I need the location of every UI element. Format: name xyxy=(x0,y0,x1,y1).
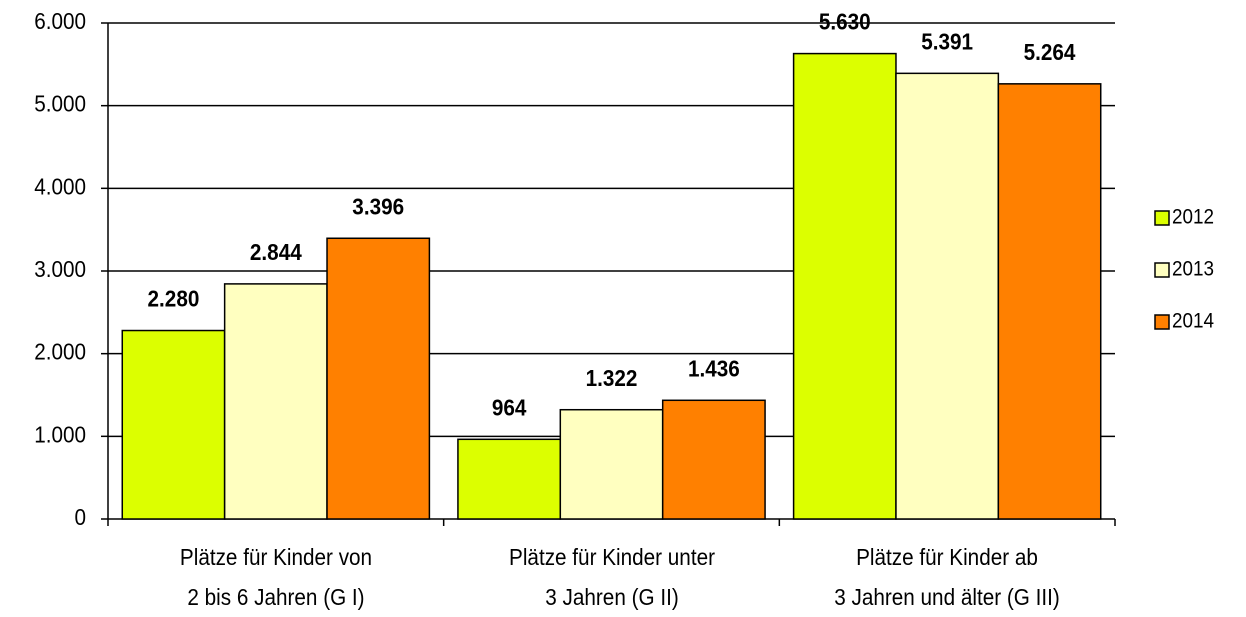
value-label: 964 xyxy=(492,394,527,420)
bar xyxy=(792,52,897,520)
value-label: 5.630 xyxy=(819,9,871,35)
y-tick-label: 5.000 xyxy=(34,91,86,117)
y-tick-label: 1.000 xyxy=(34,421,86,447)
bar xyxy=(895,72,1000,520)
y-tick-label: 4.000 xyxy=(34,173,86,199)
bar xyxy=(121,329,226,520)
value-label: 1.436 xyxy=(688,355,740,381)
x-tick-label: Plätze für Kinder ab 3 Jahren und älter … xyxy=(834,544,1060,610)
legend-key xyxy=(1154,314,1170,330)
value-label: 2.280 xyxy=(148,286,200,312)
y-tick-label: 3.000 xyxy=(34,256,86,282)
y-tick-label: 0 xyxy=(74,504,86,530)
x-tick-label: Plätze für Kinder von 2 bis 6 Jahren (G … xyxy=(179,544,372,610)
legend-key xyxy=(1154,262,1170,278)
value-label: 5.264 xyxy=(1024,39,1077,65)
value-label: 2.844 xyxy=(250,239,303,265)
legend-key xyxy=(1154,210,1170,226)
y-tick-label: 6.000 xyxy=(34,8,86,34)
bar xyxy=(997,83,1102,520)
legend-label: 2013 xyxy=(1172,258,1214,281)
x-tick-label: Plätze für Kinder unter 3 Jahren (G II) xyxy=(508,544,715,610)
value-label: 5.391 xyxy=(921,28,973,54)
value-label: 3.396 xyxy=(352,193,404,219)
legend-label: 2014 xyxy=(1172,310,1214,333)
y-tick-label: 2.000 xyxy=(34,339,86,365)
bar xyxy=(559,408,664,520)
bar xyxy=(457,438,562,520)
bar xyxy=(661,399,766,520)
bar xyxy=(223,283,328,520)
legend-label: 2012 xyxy=(1172,206,1214,229)
value-label: 1.322 xyxy=(586,365,638,391)
bar xyxy=(326,237,431,520)
